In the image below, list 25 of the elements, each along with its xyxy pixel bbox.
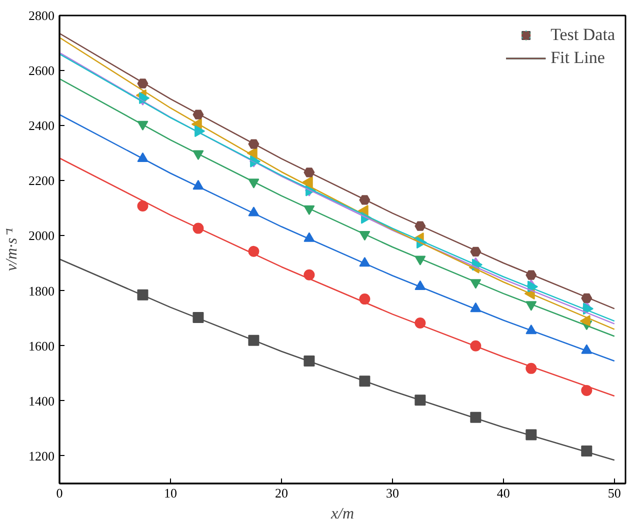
legend-label: Test Data <box>550 25 615 45</box>
x-tick-label: 20 <box>274 486 288 500</box>
line-series <box>60 157 616 397</box>
x-tick-label: 10 <box>164 486 177 500</box>
y-tick-label: 2000 <box>28 228 54 244</box>
y-tick-label: 2400 <box>28 118 54 134</box>
x-tick-label: 40 <box>496 486 510 500</box>
x-tick-label: 30 <box>386 486 399 500</box>
x-axis-title: x/m <box>330 506 354 522</box>
x-tick-label: 0 <box>56 486 63 500</box>
y-tick-label: 1600 <box>28 338 54 354</box>
y-tick-label: 2800 <box>28 8 54 23</box>
line-series <box>60 114 616 362</box>
point <box>304 269 315 280</box>
line-series <box>60 258 616 461</box>
y-tick-label: 2200 <box>28 173 54 188</box>
y-tick-label: 2600 <box>28 63 54 78</box>
legend-label: Fit Line <box>550 48 605 68</box>
y-tick-label: 1400 <box>28 393 54 408</box>
point <box>137 200 148 212</box>
x-tick-label: 50 <box>608 486 621 500</box>
y-axis-title: v/m·s⁻¹ <box>4 228 20 272</box>
y-tick-label: 1800 <box>28 283 54 298</box>
y-tick-label: 1200 <box>28 448 54 464</box>
point <box>581 384 592 396</box>
